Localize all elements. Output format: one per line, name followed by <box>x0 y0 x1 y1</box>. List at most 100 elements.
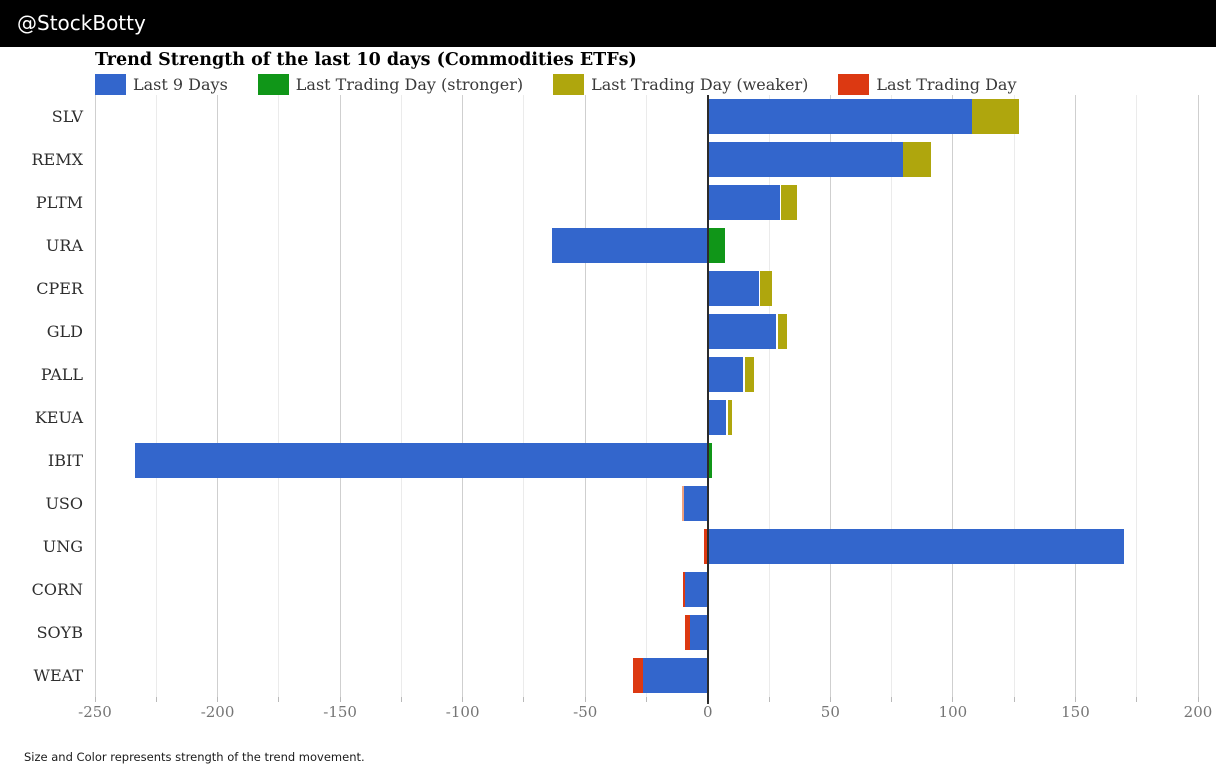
y-axis-label-cper: CPER <box>36 279 83 298</box>
y-axis-label-soyb: SOYB <box>36 623 83 642</box>
axis-tick <box>94 697 96 702</box>
bar-segment-slv-blue <box>707 99 972 134</box>
bar-segment-soyb-blue <box>689 615 708 650</box>
bar-segment-corn-red <box>682 572 685 607</box>
axis-tick <box>1074 697 1076 702</box>
y-axis-label-keua: KEUA <box>34 408 83 427</box>
gridline <box>584 95 586 697</box>
bar-segment-pltm-olive <box>781 185 798 220</box>
bar-segment-soyb-red <box>684 615 690 650</box>
y-axis-label-corn: CORN <box>31 580 83 599</box>
bar-segment-corn-blue <box>685 572 708 607</box>
bar-segment-ung-red <box>704 529 708 564</box>
y-axis-label-uso: USO <box>45 494 83 513</box>
bar-segment-remx-blue <box>707 142 903 177</box>
legend-item: Last Trading Day (weaker) <box>553 73 809 95</box>
x-axis-tick-label: -100 <box>445 703 480 721</box>
legend-label: Last Trading Day (weaker) <box>591 74 809 94</box>
legend-item: Last 9 Days <box>95 73 228 95</box>
gridline <box>217 95 219 697</box>
x-axis-tick-label: 100 <box>938 703 968 721</box>
axis-tick <box>278 697 280 702</box>
bar-segment-gld-olive <box>777 314 787 349</box>
bar-segment-cper-blue <box>707 271 759 306</box>
y-axis-label-ibit: IBIT <box>47 451 83 470</box>
gridline <box>462 95 464 697</box>
gridline <box>400 95 402 697</box>
axis-tick <box>952 697 954 702</box>
axis-tick <box>646 697 647 702</box>
legend-swatch <box>838 73 870 95</box>
gridline <box>94 95 96 697</box>
x-axis-tick-label: 150 <box>1061 703 1090 721</box>
x-axis-tick-label: -50 <box>573 703 598 721</box>
legend-swatch <box>553 73 585 95</box>
gridline <box>278 95 280 697</box>
axis-tick <box>523 697 525 702</box>
axis-tick <box>768 697 770 702</box>
gridline <box>1136 95 1138 697</box>
y-axis-label-weat: WEAT <box>33 666 83 685</box>
axis-tick <box>339 697 341 702</box>
x-axis-tick-label: 200 <box>1183 703 1213 721</box>
bar-segment-ung-blue <box>707 529 1125 564</box>
legend-swatch <box>95 73 126 95</box>
gridline <box>339 95 341 697</box>
bar-segment-ura-green <box>708 228 725 263</box>
bar-segment-slv-olive <box>972 99 1019 134</box>
y-axis-label-slv: SLV <box>51 107 83 126</box>
y-axis-label-pltm: PLTM <box>35 193 83 212</box>
bar-segment-pall-olive <box>744 357 755 392</box>
axis-tick <box>1013 697 1015 702</box>
y-axis-label-ura: URA <box>45 236 83 255</box>
gridline <box>891 95 893 697</box>
bar-segment-ura-blue <box>552 228 708 263</box>
axis-tick <box>1136 697 1138 702</box>
y-axis-label-gld: GLD <box>46 322 83 341</box>
gridline <box>768 95 770 697</box>
y-axis-label-ung: UNG <box>42 537 83 556</box>
chart-title: Trend Strength of the last 10 days (Comm… <box>95 50 637 70</box>
bar-segment-ibit-green <box>708 443 712 478</box>
x-axis-tick-label: -200 <box>200 703 235 721</box>
axis-tick <box>462 697 464 702</box>
bar-segment-keua-olive <box>727 400 733 435</box>
x-axis-tick-label: 50 <box>820 703 840 721</box>
legend-item: Last Trading Day (stronger) <box>257 73 524 95</box>
bar-segment-pall-blue <box>707 357 744 392</box>
bar-segment-cper-olive <box>760 271 772 306</box>
x-axis-tick-label: -250 <box>78 703 112 721</box>
bar-segment-weat-blue <box>643 658 708 693</box>
legend-item: Last Trading Day <box>838 73 1017 95</box>
account-handle: @StockBotty <box>17 11 146 35</box>
gridline <box>646 95 647 697</box>
bar-segment-ibit-blue <box>134 443 708 478</box>
axis-tick <box>400 697 402 702</box>
gridline <box>1013 95 1015 697</box>
axis-tick <box>584 697 586 702</box>
legend-label: Last Trading Day <box>876 74 1017 94</box>
legend: Last 9 Days Last Trading Day (stronger) La… <box>95 72 1016 96</box>
header-bar: @StockBotty <box>0 0 1216 47</box>
axis-tick <box>829 697 831 702</box>
axis-tick <box>891 697 893 702</box>
footnote: Size and Color represents strength of th… <box>24 750 365 764</box>
axis-tick <box>1197 697 1199 702</box>
x-axis-tick-label: 0 <box>702 703 713 721</box>
bar-segment-remx-olive <box>902 142 931 177</box>
legend-label: Last Trading Day (stronger) <box>295 74 524 94</box>
y-axis-label-pall: PALL <box>40 365 83 384</box>
legend-label: Last 9 Days <box>133 74 228 94</box>
plot-area <box>94 95 1199 704</box>
legend-swatch <box>257 73 289 95</box>
bar-segment-gld-blue <box>707 314 776 349</box>
bar-segment-keua-blue <box>707 400 726 435</box>
bar-segment-uso-blue <box>684 486 708 521</box>
bar-segment-weat-red <box>633 658 644 693</box>
bar-segment-uso-salmon <box>682 486 685 521</box>
x-axis-tick-label: -150 <box>323 703 357 721</box>
gridline <box>1074 95 1076 697</box>
axis-tick <box>217 697 219 702</box>
gridline <box>155 95 157 697</box>
